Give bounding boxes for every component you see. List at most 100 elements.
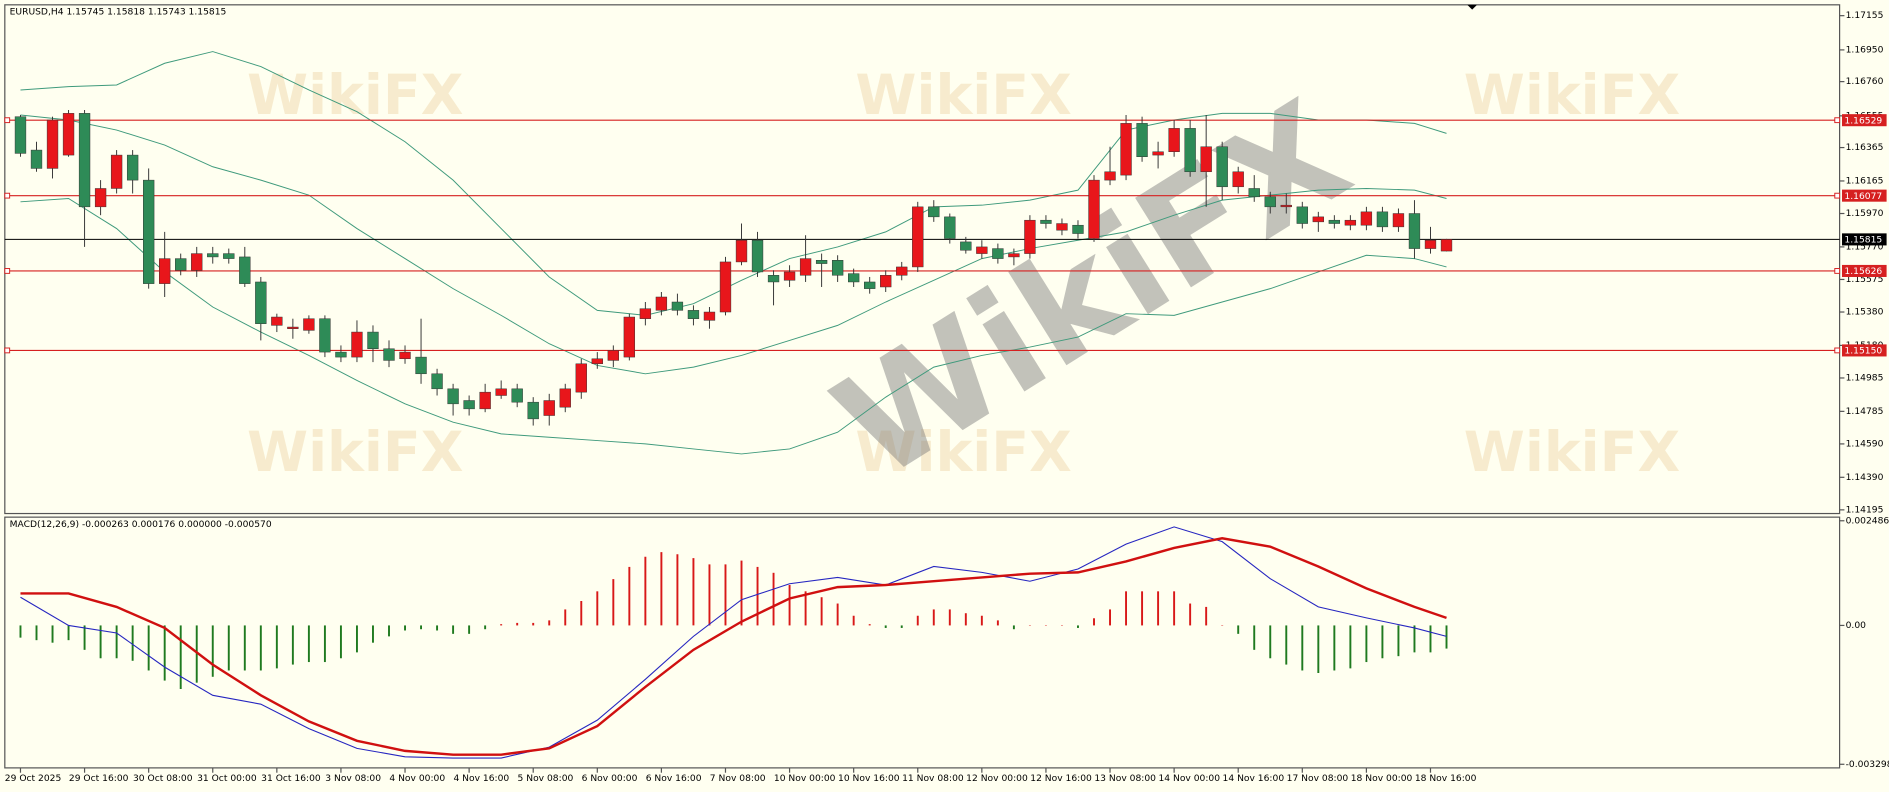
candle-body — [415, 356, 427, 375]
candle-body — [623, 316, 636, 358]
current-price-box — [1842, 233, 1887, 246]
candle-body — [928, 206, 940, 218]
y-tick-label: 1.14390 — [1846, 473, 1884, 483]
candle-body — [896, 266, 908, 276]
candle-body — [703, 311, 716, 321]
candle-body — [735, 239, 748, 263]
level-anchor — [4, 268, 11, 274]
candle-body — [46, 119, 59, 169]
x-tick-label: 18 Nov 16:00 — [1415, 774, 1477, 784]
current-price-label: 1.15815 — [1844, 235, 1882, 245]
candle-body — [351, 331, 363, 358]
signal-line — [20, 537, 1447, 756]
candle-body — [1008, 253, 1020, 258]
candle-body — [1152, 151, 1164, 156]
candle-body — [815, 260, 828, 264]
candle-body — [591, 358, 603, 365]
candle-body — [880, 275, 892, 288]
level-anchor — [4, 192, 11, 199]
x-tick-label: 17 Nov 08:00 — [1287, 774, 1349, 784]
main-panel-frame — [4, 4, 1841, 515]
candle-body — [335, 351, 347, 358]
candle-body — [751, 239, 764, 273]
candle-body — [1408, 213, 1421, 249]
candle-body — [575, 363, 587, 393]
candle-body — [783, 271, 796, 281]
watermark: WikiFX — [1464, 421, 1681, 485]
candle-body — [944, 216, 956, 239]
level-anchor — [4, 117, 11, 124]
candle-body — [110, 154, 123, 189]
candle-body — [655, 296, 668, 311]
candle-body — [1280, 204, 1292, 208]
macd-line — [20, 526, 1447, 759]
candle-body — [255, 281, 267, 324]
candle-body — [62, 113, 75, 156]
candle-body — [175, 258, 187, 271]
level-anchor — [4, 347, 11, 354]
level-label: 1.16529 — [1844, 116, 1882, 126]
candle-body — [303, 318, 315, 331]
y-tick-label: 1.14590 — [1846, 439, 1884, 449]
macd-panel-frame — [4, 516, 1841, 769]
candle-body — [159, 258, 171, 284]
candle-body — [1216, 146, 1228, 188]
level-anchor — [1834, 192, 1841, 199]
candle-body — [1056, 223, 1068, 231]
x-tick-label: 31 Oct 16:00 — [261, 774, 321, 784]
candle-body — [447, 388, 459, 405]
y-tick-label: 1.16950 — [1846, 45, 1884, 55]
y-tick-label: 1.14785 — [1846, 407, 1884, 417]
candle-body — [1424, 239, 1437, 249]
candle-body — [1344, 219, 1357, 226]
candle-body — [1440, 239, 1453, 252]
y-tick-label: 0.00 — [1846, 621, 1867, 631]
level-anchor — [1834, 117, 1841, 124]
x-tick-label: 29 Oct 16:00 — [69, 774, 129, 784]
candle-body — [1232, 171, 1244, 188]
level-label: 1.15626 — [1844, 267, 1882, 277]
y-tick-label: 1.15380 — [1846, 308, 1884, 318]
watermark: WikiFX — [247, 64, 464, 128]
x-tick-label: 11 Nov 08:00 — [902, 774, 964, 784]
candle-body — [239, 256, 251, 284]
candle-body — [399, 351, 411, 360]
candle-body — [1200, 146, 1212, 173]
candle-body — [223, 253, 235, 259]
candle-body — [1296, 206, 1308, 224]
candle-body — [719, 261, 732, 313]
candle-body — [1360, 211, 1373, 226]
candle-body — [126, 154, 139, 181]
candle-body — [864, 281, 876, 289]
candle-body — [559, 388, 571, 408]
x-tick-label: 6 Nov 16:00 — [646, 774, 702, 784]
watermark: WikiFX — [1464, 64, 1681, 128]
plot-layer: EURUSD,H4 1.15745 1.15818 1.15743 1.1581… — [4, 8, 1889, 784]
watermark: WikiFX — [855, 421, 1072, 485]
candle-body — [607, 350, 619, 361]
x-tick-label: 14 Nov 00:00 — [1158, 774, 1220, 784]
chart-title: EURUSD,H4 1.15745 1.15818 1.15743 1.1581… — [10, 8, 227, 18]
candle-body — [799, 258, 812, 276]
candle-body — [479, 391, 491, 410]
candle-body — [1312, 216, 1324, 223]
y-tick-label: 1.17155 — [1846, 11, 1884, 21]
candle-body — [1264, 196, 1276, 208]
candle-body — [1136, 123, 1148, 157]
candle-body — [1168, 128, 1180, 152]
candle-body — [671, 301, 684, 311]
candle-body — [1392, 213, 1405, 228]
level-label: 1.15150 — [1844, 347, 1882, 357]
x-tick-label: 30 Oct 08:00 — [133, 774, 193, 784]
candle-body — [960, 241, 972, 251]
y-tick-label: 1.16760 — [1846, 77, 1884, 87]
y-tick-label: 1.16165 — [1846, 176, 1884, 186]
y-tick-label: 1.15970 — [1846, 209, 1884, 219]
level-label-box — [1842, 344, 1887, 357]
candle-body — [207, 253, 219, 258]
candle-body — [543, 400, 555, 416]
candle-body — [912, 206, 924, 268]
candle-body — [191, 253, 203, 271]
